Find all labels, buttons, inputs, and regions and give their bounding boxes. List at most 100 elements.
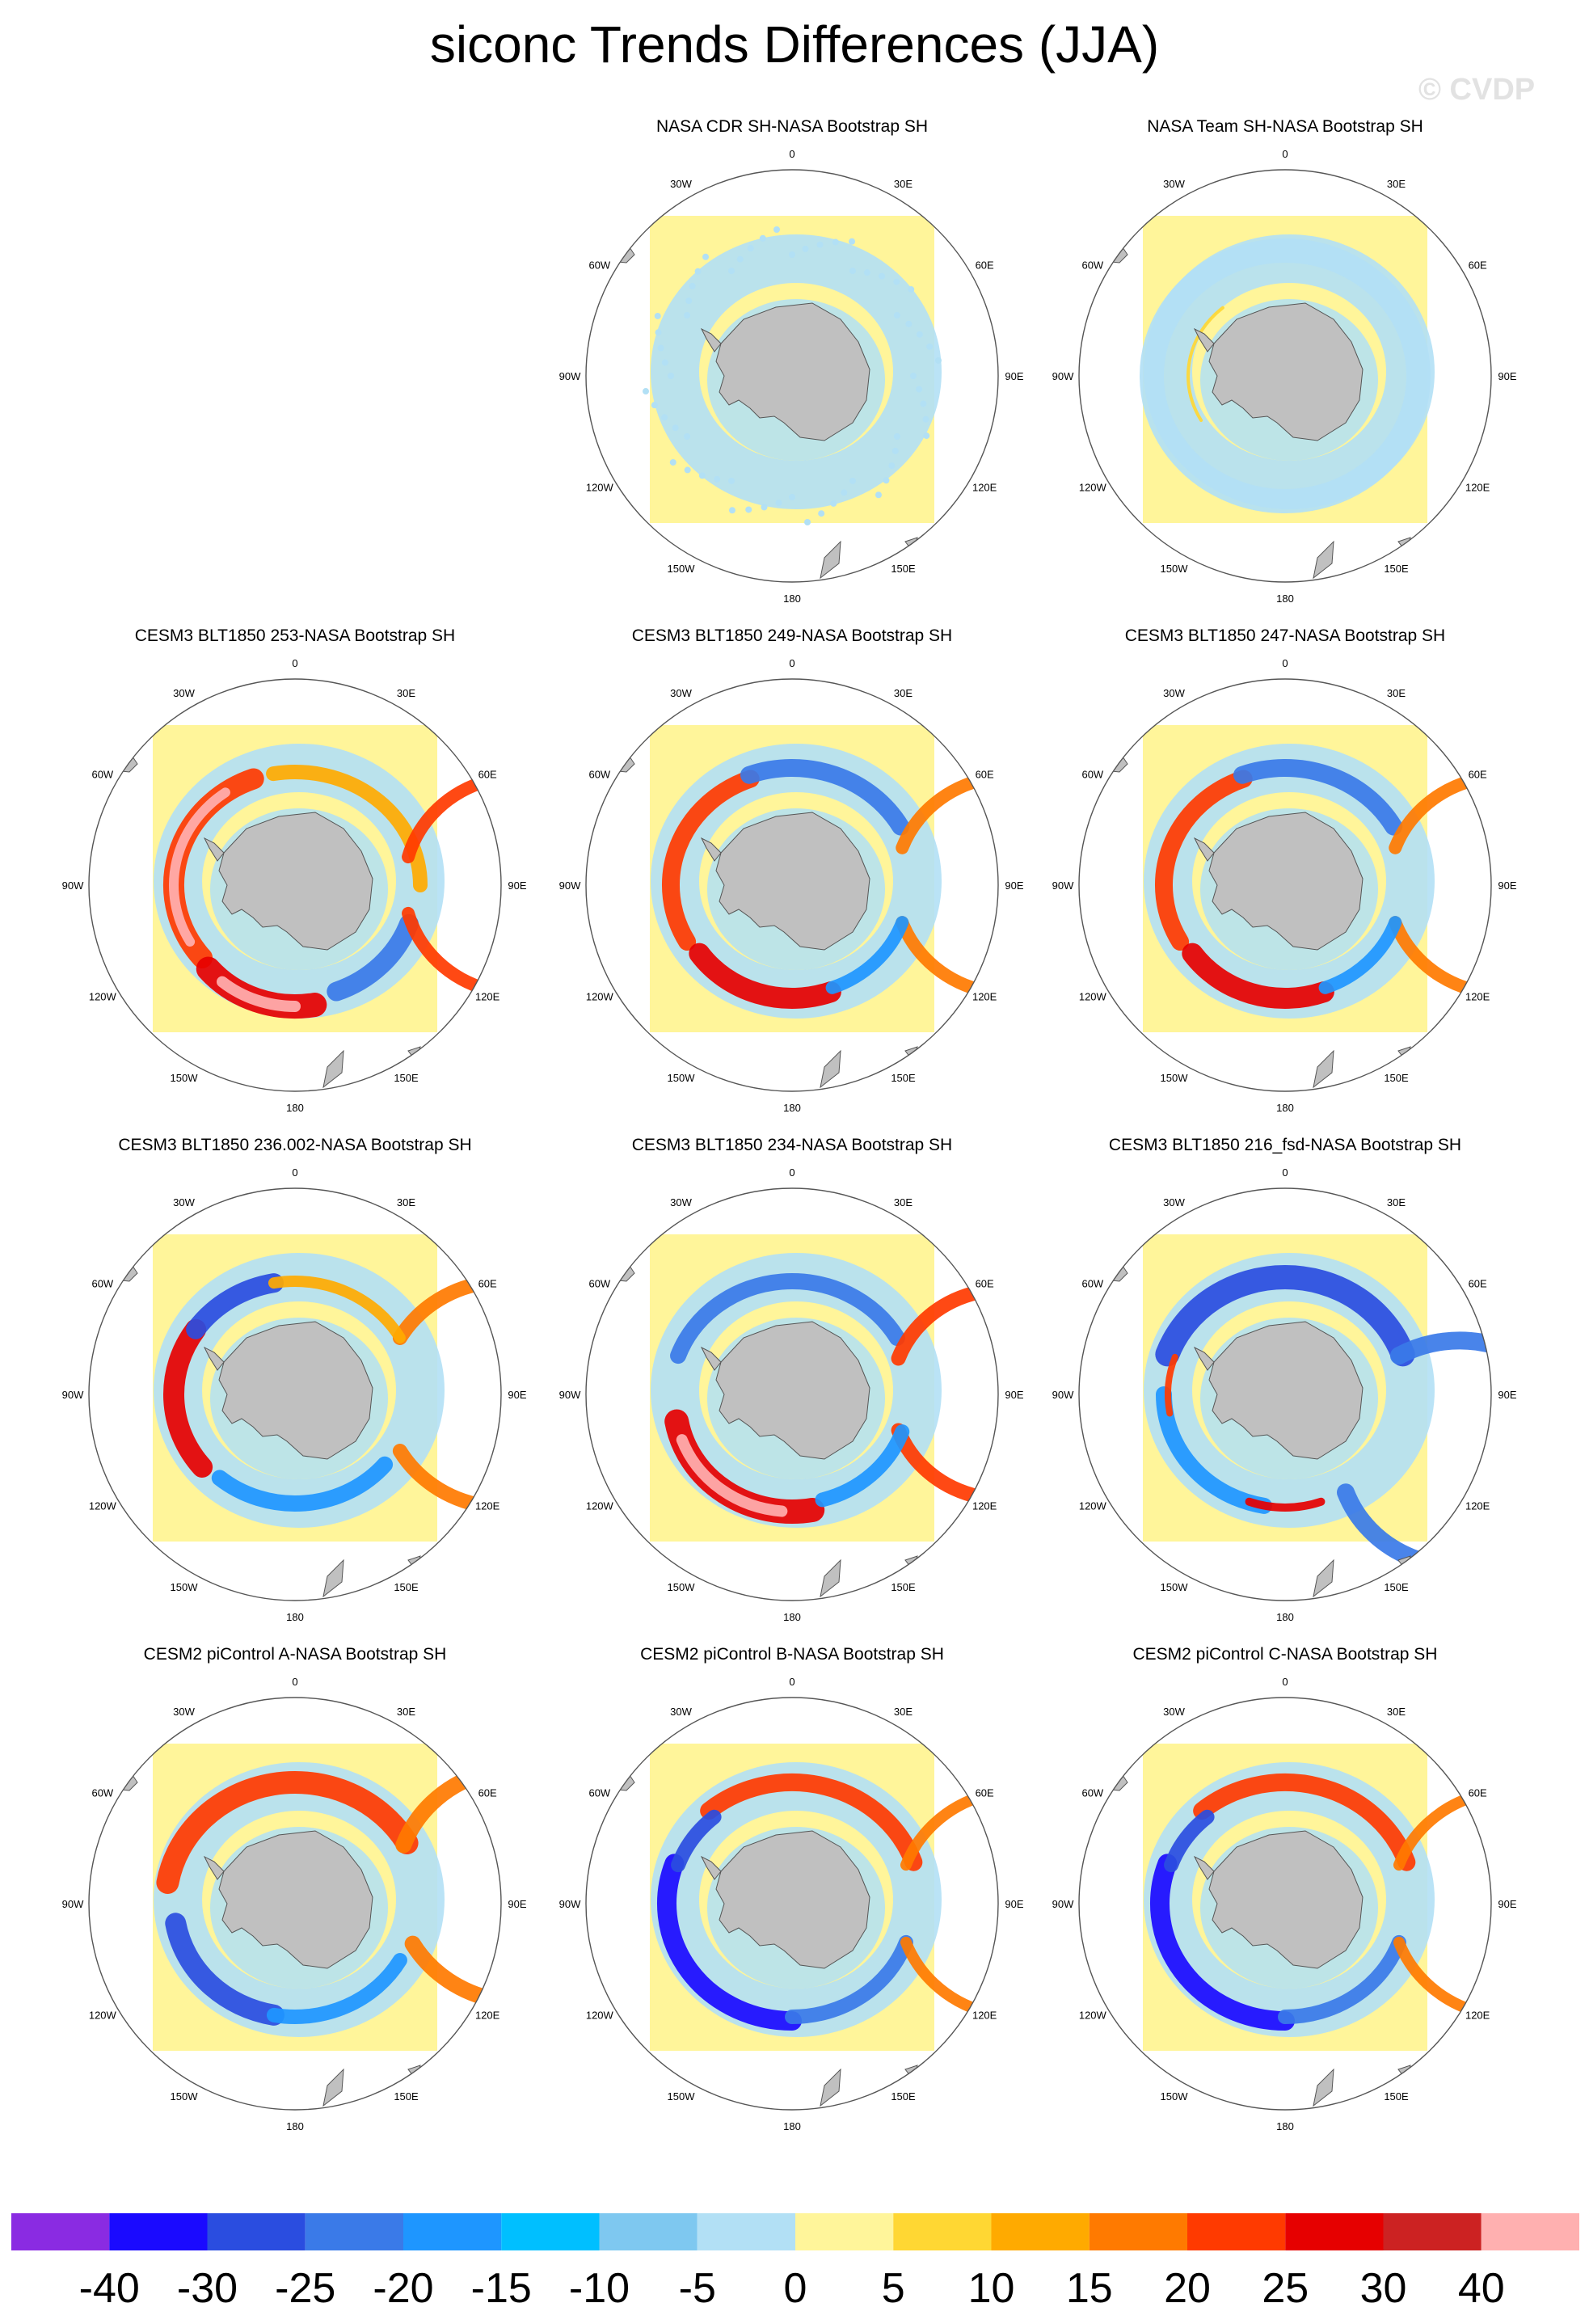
longitude-label: 60W [1081, 1278, 1103, 1290]
figure-title: siconc Trends Differences (JJA) [429, 15, 1160, 74]
longitude-label: 60W [1081, 769, 1103, 781]
longitude-label: 120E [1465, 1500, 1490, 1512]
longitude-label: 30W [670, 687, 692, 699]
longitude-label: 150E [891, 1581, 916, 1593]
longitude-label: 120W [1079, 2010, 1107, 2022]
longitude-label: 90W [1052, 370, 1074, 382]
longitude-label: 180 [783, 1102, 801, 1114]
polar-map: 0 30E 60E 90E 120E 150E 180 150W 120W 90W 60W 30W [559, 657, 1024, 1114]
longitude-label: 60E [976, 1278, 994, 1290]
longitude-label: 0 [1282, 657, 1288, 669]
longitude-label: 90W [559, 879, 581, 892]
panel-title: CESM3 BLT1850 247-NASA Bootstrap SH [1124, 626, 1446, 645]
longitude-label: 150W [668, 1581, 696, 1593]
map-field [89, 1744, 501, 2107]
longitude-label: 120W [1079, 1500, 1107, 1512]
longitude-label: 90W [62, 1898, 84, 1910]
longitude-label: 150W [1161, 1581, 1189, 1593]
longitude-label: 60E [478, 769, 497, 781]
longitude-label: 150W [668, 2090, 696, 2103]
colorbar-tick-label: -30 [177, 2265, 238, 2310]
map-panel: NASA Team SH-NASA Bootstrap SH 0 30E 60E 90E… [1043, 117, 1528, 635]
longitude-label: 150E [1384, 563, 1409, 575]
longitude-label: 150E [394, 1072, 419, 1084]
longitude-label: 150W [171, 2090, 199, 2103]
panel-title: CESM3 BLT1850 249-NASA Bootstrap SH [631, 626, 953, 645]
longitude-label: 90W [1052, 879, 1074, 892]
map-field [1079, 1234, 1491, 1598]
longitude-label: 90W [559, 370, 581, 382]
map-boundary [88, 678, 502, 1092]
map-field [586, 1744, 998, 2107]
antarctica-landmass [1208, 1321, 1364, 1460]
map-boundary [88, 1187, 502, 1601]
polar-map: 0 30E 60E 90E 120E 150E 180 150W 120W 90W 60W 30W [62, 1166, 527, 1623]
longitude-label: 30E [1387, 1706, 1406, 1718]
longitude-label: 30W [1163, 687, 1185, 699]
map-boundary [1078, 1187, 1492, 1601]
map-panel: CESM3 BLT1850 249-NASA Bootstrap SH 0 30E 6… [550, 626, 1035, 1144]
longitude-label: 30W [670, 1196, 692, 1208]
longitude-label: 60E [478, 1278, 497, 1290]
longitude-label: 30W [670, 1706, 692, 1718]
colorbar-swatch [599, 2213, 698, 2250]
longitude-label: 30W [173, 1196, 195, 1208]
longitude-label: 120E [972, 482, 997, 494]
polar-map: 0 30E 60E 90E 120E 150E 180 150W 120W 90W 60W 30W [62, 1676, 527, 2132]
longitude-label: 60W [588, 1787, 610, 1799]
longitude-label: 0 [1282, 148, 1288, 160]
colorbar-swatch [109, 2213, 208, 2250]
new-zealand-landmass [322, 2068, 344, 2107]
map-boundary [585, 1697, 999, 2111]
map-field [89, 725, 501, 1089]
longitude-label: 90E [1498, 879, 1516, 892]
new-zealand-landmass [322, 1558, 344, 1598]
map-panel: CESM2 piControl B-NASA Bootstrap SH 0 30E 6… [550, 1645, 1035, 2162]
antarctica-landmass [218, 1830, 373, 1969]
longitude-label: 60E [1469, 1787, 1487, 1799]
longitude-label: 150E [1384, 1581, 1409, 1593]
longitude-label: 120W [586, 991, 614, 1003]
longitude-label: 90E [508, 1898, 526, 1910]
map-boundary [585, 1187, 999, 1601]
longitude-label: 120W [1079, 991, 1107, 1003]
longitude-label: 150E [1384, 1072, 1409, 1084]
longitude-label: 30W [173, 1706, 195, 1718]
longitude-label: 60W [91, 1278, 113, 1290]
colorbar-swatch [1187, 2213, 1286, 2250]
longitude-label: 0 [789, 1676, 794, 1688]
polar-map: 0 30E 60E 90E 120E 150E 180 150W 120W 90W 60W 30W [1052, 1166, 1517, 1623]
longitude-label: 90W [62, 1389, 84, 1401]
new-zealand-landmass [820, 1558, 841, 1598]
longitude-label: 30E [397, 687, 415, 699]
longitude-label: 60W [91, 769, 113, 781]
map-field [586, 216, 942, 580]
longitude-label: 120E [972, 1500, 997, 1512]
map-field [1079, 1744, 1491, 2107]
colorbar-swatch [1383, 2213, 1482, 2250]
new-zealand-landmass [820, 2068, 841, 2107]
longitude-label: 90E [1498, 1389, 1516, 1401]
longitude-label: 30E [1387, 178, 1406, 190]
longitude-label: 180 [1276, 593, 1294, 605]
longitude-label: 180 [1276, 2120, 1294, 2132]
longitude-label: 180 [286, 1102, 304, 1114]
colorbar-tick-label: 15 [1066, 2265, 1113, 2310]
longitude-label: 60W [1081, 1787, 1103, 1799]
longitude-label: 180 [783, 593, 801, 605]
colorbar: -40 -30 -25 -20 -15 -10 -5 0 5 10 15 20 25 30 40 [11, 2213, 1579, 2310]
panel-title: CESM3 BLT1850 236.002-NASA Bootstrap SH [118, 1136, 472, 1154]
longitude-label: 120E [475, 1500, 500, 1512]
longitude-label: 120W [89, 991, 117, 1003]
antarctica-landmass [1208, 812, 1364, 951]
antarctica-landmass [715, 1321, 870, 1460]
colorbar-swatch [697, 2213, 795, 2250]
longitude-label: 120E [475, 2010, 500, 2022]
new-zealand-landmass [322, 1049, 344, 1089]
polar-map: 0 30E 60E 90E 120E 150E 180 150W 120W 90W 60W 30W [62, 657, 527, 1114]
longitude-label: 60E [976, 259, 994, 272]
longitude-label: 120E [1465, 482, 1490, 494]
longitude-label: 60W [91, 1787, 113, 1799]
longitude-label: 30E [894, 1196, 913, 1208]
colorbar-swatch [403, 2213, 502, 2250]
